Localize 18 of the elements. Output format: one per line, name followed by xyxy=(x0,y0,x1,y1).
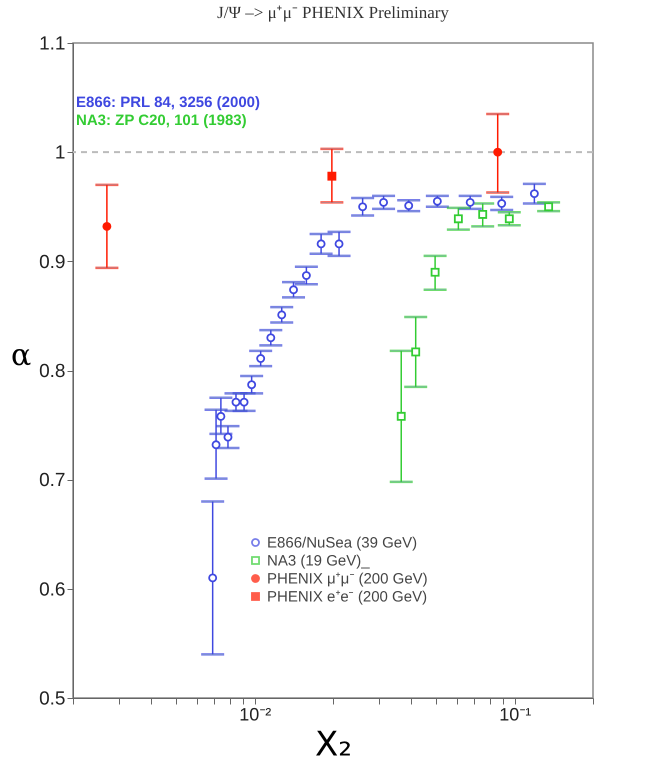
legend-label: E866/NuSea (39 GeV) xyxy=(267,534,418,552)
y-axis-title: α xyxy=(10,338,32,373)
legend-label: PHENIX μ⁺μ⁻ (200 GeV) xyxy=(267,570,428,588)
y-tick-label: 0.9 xyxy=(39,252,66,273)
legend-label: PHENIX e⁺e⁻ (200 GeV) xyxy=(267,588,428,606)
y-tick-label: 0.5 xyxy=(39,688,66,710)
x-axis-title: X₂ xyxy=(315,724,352,764)
y-tick-label: 0.6 xyxy=(39,579,66,600)
y-tick-label: 0.7 xyxy=(39,470,66,492)
y-tick-label: 0.8 xyxy=(39,361,66,382)
x-tick-label: 10⁻¹ xyxy=(499,704,532,724)
annotation: NA3: ZP C20, 101 (1983) xyxy=(76,112,247,129)
y-tick-label: 1.1 xyxy=(39,34,66,54)
chart-title: J/Ψ –> μ⁺μ⁻ PHENIX Preliminary xyxy=(217,3,450,22)
legend-label: NA3 (19 GeV)_ xyxy=(267,552,370,570)
annotation: E866: PRL 84, 3256 (2000) xyxy=(76,94,260,111)
x-tick-label: 10⁻² xyxy=(239,704,272,724)
y-tick-label: 1 xyxy=(54,142,66,164)
